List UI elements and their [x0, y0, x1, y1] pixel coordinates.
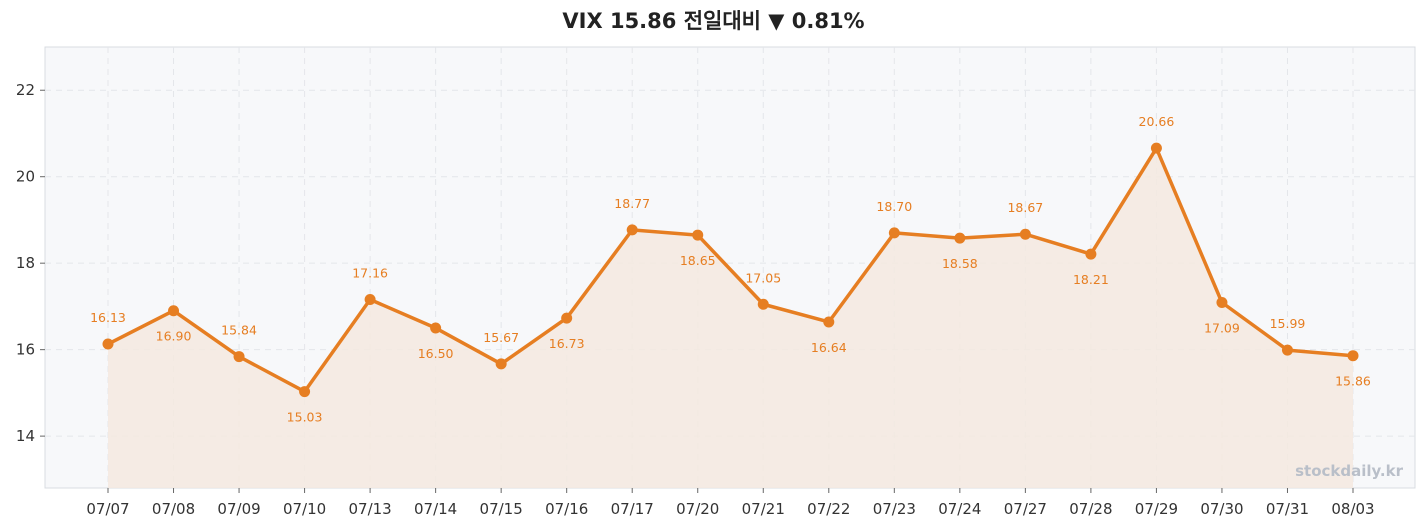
data-point: [299, 386, 311, 398]
data-label: 18.67: [1007, 200, 1043, 215]
data-label: 15.03: [287, 410, 323, 425]
data-point: [1085, 248, 1097, 260]
data-point: [168, 305, 180, 317]
data-label: 16.13: [90, 310, 126, 325]
x-tick-label: 08/03: [1331, 500, 1374, 518]
data-label: 15.86: [1335, 374, 1371, 389]
data-label: 17.09: [1204, 321, 1240, 336]
data-label: 15.99: [1270, 316, 1306, 331]
data-label: 16.50: [418, 346, 454, 361]
data-point: [692, 229, 704, 241]
data-label: 20.66: [1139, 114, 1175, 129]
data-label: 17.16: [352, 265, 388, 280]
watermark: stockdaily.kr: [1295, 462, 1403, 480]
x-tick-label: 07/08: [152, 500, 195, 518]
data-point: [1150, 142, 1162, 154]
data-point: [626, 224, 638, 236]
data-label: 15.67: [483, 330, 519, 345]
data-label: 17.05: [745, 270, 781, 285]
data-label: 18.21: [1073, 272, 1109, 287]
data-label: 16.73: [549, 336, 585, 351]
x-tick-label: 07/29: [1135, 500, 1178, 518]
data-points: [102, 142, 1359, 398]
y-tick-label: 16: [16, 341, 35, 359]
data-label: 18.65: [680, 253, 716, 268]
data-label: 16.64: [811, 340, 847, 355]
x-tick-label: 07/17: [611, 500, 654, 518]
x-tick-label: 07/14: [414, 500, 457, 518]
x-tick-label: 07/15: [480, 500, 523, 518]
x-tick-label: 07/21: [742, 500, 785, 518]
data-label: 18.70: [876, 199, 912, 214]
y-axis-ticks: 14 16 18 20 22: [16, 81, 45, 445]
y-tick-label: 18: [16, 254, 35, 272]
data-label: 18.77: [614, 196, 650, 211]
y-tick-label: 14: [16, 427, 35, 445]
series-line: [107, 146, 1354, 394]
y-tick-label: 22: [16, 81, 35, 99]
x-tick-label: 07/30: [1200, 500, 1243, 518]
x-tick-label: 07/10: [283, 500, 326, 518]
data-point: [233, 351, 245, 363]
data-point: [495, 358, 507, 370]
x-axis-ticks: 07/07 07/08 07/09 07/10 07/13 07/14 07/15 07/16…: [86, 488, 1375, 518]
x-tick-label: 07/31: [1266, 500, 1309, 518]
x-tick-label: 07/28: [1069, 500, 1112, 518]
data-point: [888, 227, 900, 239]
data-point: [1019, 228, 1031, 240]
data-point: [1281, 344, 1293, 356]
data-point: [102, 338, 114, 350]
data-point: [430, 322, 442, 334]
data-point: [823, 316, 835, 328]
x-tick-label: 07/27: [1004, 500, 1047, 518]
x-tick-label: 07/13: [348, 500, 391, 518]
x-tick-label: 07/20: [676, 500, 719, 518]
x-tick-label: 07/23: [873, 500, 916, 518]
y-tick-label: 20: [16, 168, 35, 186]
area-fill: [108, 148, 1353, 488]
x-tick-label: 07/07: [86, 500, 129, 518]
data-point: [757, 298, 769, 310]
data-point: [1216, 297, 1228, 309]
x-tick-label: 07/22: [807, 500, 850, 518]
x-tick-label: 07/09: [217, 500, 260, 518]
x-tick-label: 07/16: [545, 500, 588, 518]
data-point: [954, 232, 966, 244]
x-tick-label: 07/24: [938, 500, 981, 518]
data-labels: 16.13 16.90 15.84 15.03 17.16 16.50 15.67 16.73…: [90, 114, 1371, 424]
chart-title: VIX 15.86 전일대비 ▼ 0.81%: [562, 9, 865, 33]
data-label: 16.90: [156, 329, 192, 344]
data-label: 15.84: [221, 323, 257, 338]
data-label: 18.58: [942, 256, 978, 271]
data-point: [1347, 350, 1359, 362]
data-point: [364, 293, 376, 305]
data-point: [561, 312, 573, 324]
